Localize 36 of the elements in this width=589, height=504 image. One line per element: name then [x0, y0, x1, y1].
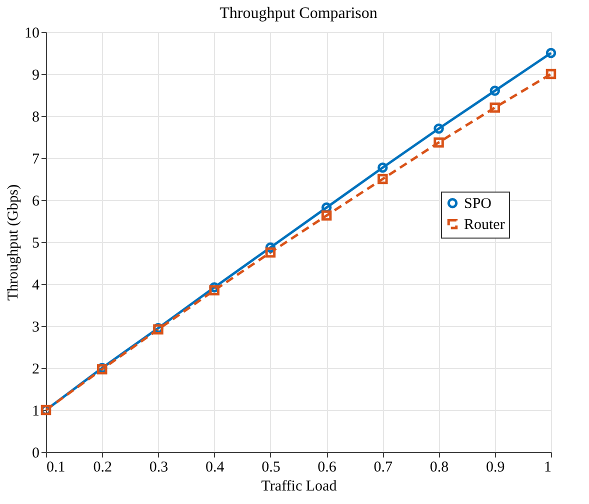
y-tick-label: 7: [32, 152, 40, 168]
y-tick-label: 6: [32, 194, 40, 210]
chart-title: Throughput Comparison: [220, 5, 378, 22]
point: [378, 174, 388, 184]
x-tick-label: 0.6: [318, 460, 337, 476]
x-tick-label: 0.5: [262, 460, 280, 476]
point: [546, 68, 556, 80]
y-tick-label: 2: [32, 362, 40, 378]
y-tick-label: 3: [32, 320, 40, 336]
point: [434, 123, 444, 134]
y-tick-label: 8: [32, 110, 40, 126]
x-tick-label: 0.4: [205, 460, 225, 476]
x-tick-label: 0.2: [93, 460, 112, 476]
point: [209, 285, 220, 296]
point: [490, 86, 500, 96]
y-tick-label: 9: [32, 68, 40, 84]
x-tick-label: 0.3: [149, 460, 168, 476]
point: [490, 102, 500, 113]
y-tick-label: 5: [32, 236, 40, 252]
y-tick-label: 10: [24, 26, 40, 42]
x-tick-label: 0.7: [374, 460, 394, 476]
x-tick-label: 0.1: [46, 460, 66, 476]
y-tick-label: 0: [32, 446, 40, 462]
legend-label: SPO: [464, 196, 492, 212]
point: [378, 162, 388, 173]
y-tick-label: 1: [32, 404, 40, 420]
point: [321, 210, 332, 221]
point: [265, 247, 276, 258]
y-tick-label: 4: [32, 278, 40, 294]
legend-label: Router: [464, 217, 505, 234]
x-tick-label: 0.8: [430, 460, 449, 476]
point: [434, 137, 444, 148]
x-tick-label: 0.9: [486, 460, 505, 476]
y-axis-title: Throughput (Gbps): [6, 184, 22, 301]
x-axis-title: Traffic Load: [261, 478, 338, 494]
x-tick-label: 1: [544, 460, 552, 476]
